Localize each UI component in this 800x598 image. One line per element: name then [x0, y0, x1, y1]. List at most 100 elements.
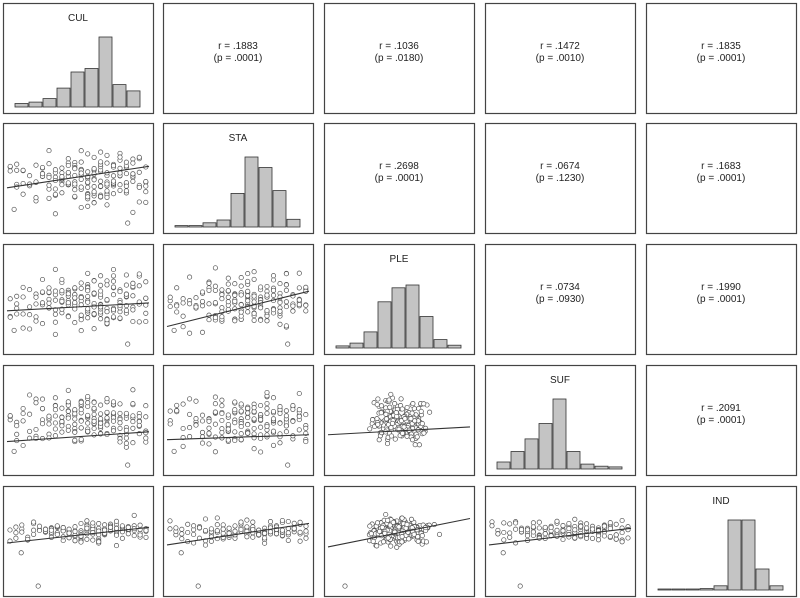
- data-point: [85, 270, 91, 276]
- data-point: [226, 530, 232, 536]
- data-point: [507, 521, 513, 527]
- data-point: [143, 189, 149, 195]
- data-point: [85, 169, 91, 175]
- data-point: [245, 430, 251, 436]
- variable-label: PLE: [390, 254, 409, 265]
- histogram-bar: [42, 98, 57, 108]
- histogram-bar: [755, 568, 770, 591]
- data-point: [607, 520, 613, 526]
- data-point: [270, 408, 277, 415]
- data-point: [179, 526, 185, 532]
- data-point: [60, 525, 66, 531]
- data-point: [27, 287, 33, 293]
- data-point: [123, 427, 129, 433]
- data-point: [193, 304, 199, 310]
- data-point: [27, 411, 33, 417]
- data-point: [52, 167, 58, 173]
- data-point: [238, 431, 244, 437]
- histogram-bar: [741, 519, 756, 591]
- data-point: [290, 418, 296, 424]
- data-point: [290, 308, 296, 314]
- data-point: [72, 166, 78, 172]
- data-point: [78, 285, 84, 291]
- data-point: [225, 299, 231, 305]
- data-point: [46, 174, 52, 180]
- data-point: [20, 294, 26, 300]
- data-point: [143, 295, 149, 301]
- data-point: [517, 583, 523, 589]
- data-point: [65, 300, 71, 306]
- data-point: [530, 520, 536, 526]
- data-point: [212, 449, 218, 455]
- data-point: [258, 424, 264, 430]
- data-point: [104, 188, 110, 194]
- data-point: [117, 182, 123, 188]
- data-point: [14, 293, 20, 299]
- data-point: [84, 518, 90, 524]
- data-point: [530, 524, 536, 530]
- data-point: [245, 293, 251, 299]
- data-point: [423, 539, 430, 545]
- data-point: [225, 426, 231, 432]
- data-point: [19, 529, 25, 535]
- data-point: [13, 530, 19, 536]
- data-point: [258, 284, 264, 290]
- data-point: [206, 418, 212, 424]
- data-point: [262, 530, 268, 536]
- data-point: [98, 420, 104, 426]
- data-point: [174, 402, 180, 408]
- data-point: [180, 300, 186, 306]
- correlation-r: r = .1036: [379, 41, 419, 52]
- data-point: [39, 300, 46, 306]
- data-point: [303, 302, 309, 308]
- data-point: [180, 401, 186, 407]
- data-point: [251, 317, 257, 323]
- histogram-bar: [671, 588, 686, 591]
- data-point: [52, 433, 58, 439]
- data-point: [296, 270, 302, 276]
- data-point: [283, 287, 289, 293]
- histogram-bar: [216, 219, 231, 228]
- scatter-points: [7, 512, 149, 589]
- data-point: [33, 318, 39, 324]
- regression-line: [327, 426, 471, 436]
- data-point: [39, 164, 46, 171]
- data-point: [410, 401, 416, 407]
- data-point: [110, 178, 117, 184]
- data-point: [98, 402, 104, 408]
- data-point: [117, 401, 123, 407]
- data-point: [578, 523, 584, 529]
- data-point: [185, 529, 191, 536]
- data-point: [104, 317, 110, 323]
- data-point: [39, 171, 46, 177]
- data-point: [72, 181, 78, 187]
- data-point: [560, 536, 566, 543]
- data-point: [342, 583, 348, 589]
- data-point: [392, 401, 398, 407]
- data-point: [104, 282, 110, 288]
- data-point: [136, 271, 142, 277]
- scatter-points: [167, 389, 309, 468]
- data-point: [85, 306, 91, 312]
- data-point: [143, 279, 149, 285]
- data-point: [59, 276, 65, 283]
- data-point: [52, 407, 58, 413]
- data-point: [393, 410, 399, 416]
- histogram-bar: [405, 284, 420, 349]
- data-point: [283, 429, 289, 435]
- data-point: [104, 202, 110, 208]
- correlation-r: r = .1835: [701, 41, 741, 52]
- data-point: [378, 403, 385, 409]
- data-point: [72, 285, 78, 291]
- data-point: [251, 293, 257, 299]
- panel-frame: [484, 122, 637, 235]
- data-point: [285, 537, 291, 543]
- data-point: [14, 423, 20, 429]
- data-point: [78, 280, 84, 286]
- histogram-bar: [699, 588, 714, 591]
- data-point: [196, 525, 203, 531]
- data-point: [232, 429, 238, 435]
- data-point: [244, 524, 250, 530]
- data-point: [78, 204, 84, 211]
